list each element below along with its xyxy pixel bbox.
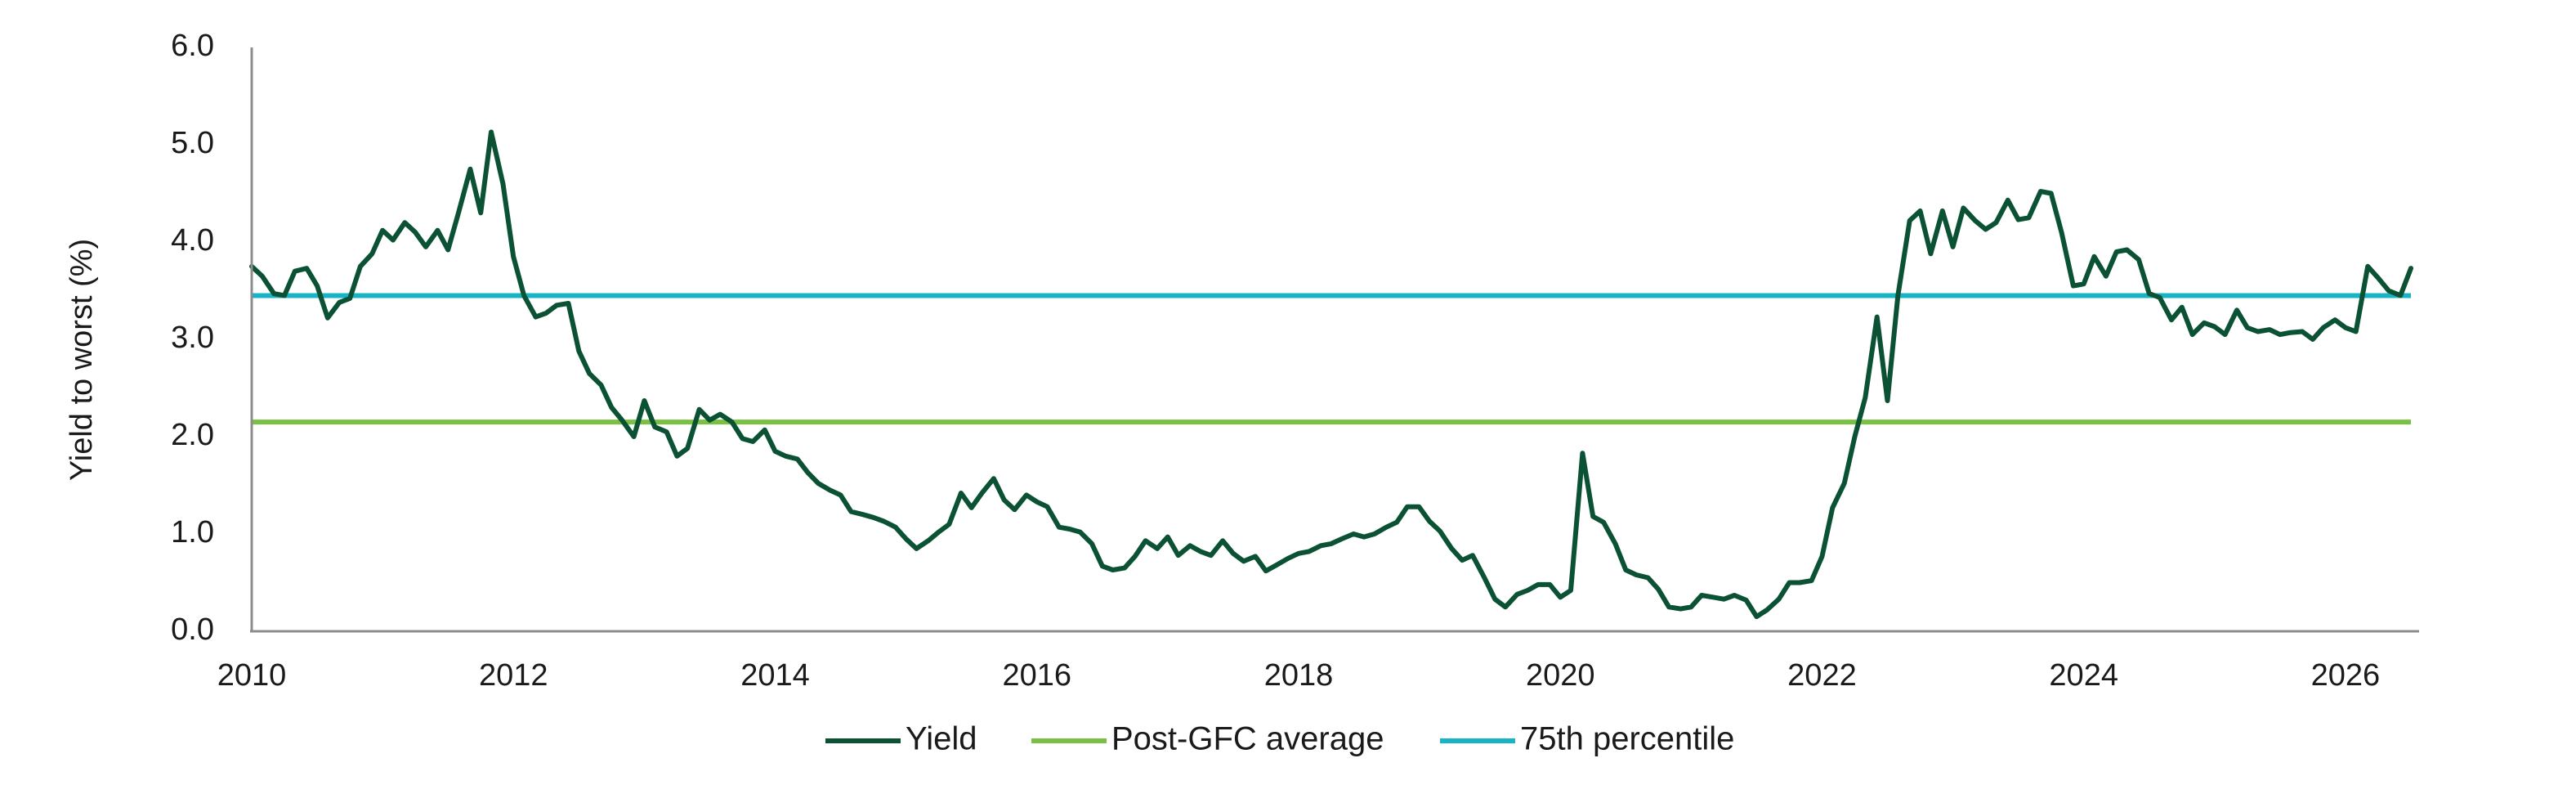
y-tick-label: 6.0 xyxy=(171,29,214,63)
yield-series-line xyxy=(249,129,2413,620)
x-tick-label: 2010 xyxy=(217,658,287,693)
legend-item: Yield xyxy=(825,721,977,757)
y-tick-labels: 0.0 1.0 2.0 3.0 4.0 5.0 6.0 xyxy=(171,29,214,647)
y-axis-title-group: Yield to worst (%) xyxy=(65,239,99,481)
x-tick-labels: 2010 2012 2014 2016 2018 2020 2022 2024 2026 xyxy=(217,658,2380,693)
legend-label: Post-GFC average xyxy=(1111,721,1384,757)
legend-item: Post-GFC average xyxy=(1031,721,1384,757)
y-tick-label: 4.0 xyxy=(171,223,214,258)
x-tick-label: 2016 xyxy=(1002,658,1071,693)
legend-label: 75th percentile xyxy=(1520,721,1734,757)
x-tick-label: 2014 xyxy=(740,658,810,693)
x-tick-label: 2018 xyxy=(1264,658,1334,693)
x-tick-label: 2026 xyxy=(2311,658,2381,693)
legend: Yield Post-GFC average 75th percentile xyxy=(825,721,1734,757)
y-tick-label: 3.0 xyxy=(171,321,214,355)
reference-lines xyxy=(252,293,2411,425)
series-layer xyxy=(249,129,2413,620)
legend-label: Yield xyxy=(906,721,977,757)
y-tick-label: 1.0 xyxy=(171,515,214,550)
y-tick-label: 0.0 xyxy=(171,612,214,647)
x-tick-label: 2022 xyxy=(1787,658,1857,693)
legend-item: 75th percentile xyxy=(1440,721,1734,757)
axes xyxy=(250,47,2419,633)
y-axis-title: Yield to worst (%) xyxy=(65,239,99,481)
x-tick-label: 2024 xyxy=(2049,658,2118,693)
x-tick-label: 2012 xyxy=(479,658,548,693)
y-tick-label: 5.0 xyxy=(171,126,214,160)
x-tick-label: 2020 xyxy=(1526,658,1595,693)
y-tick-label: 2.0 xyxy=(171,418,214,452)
